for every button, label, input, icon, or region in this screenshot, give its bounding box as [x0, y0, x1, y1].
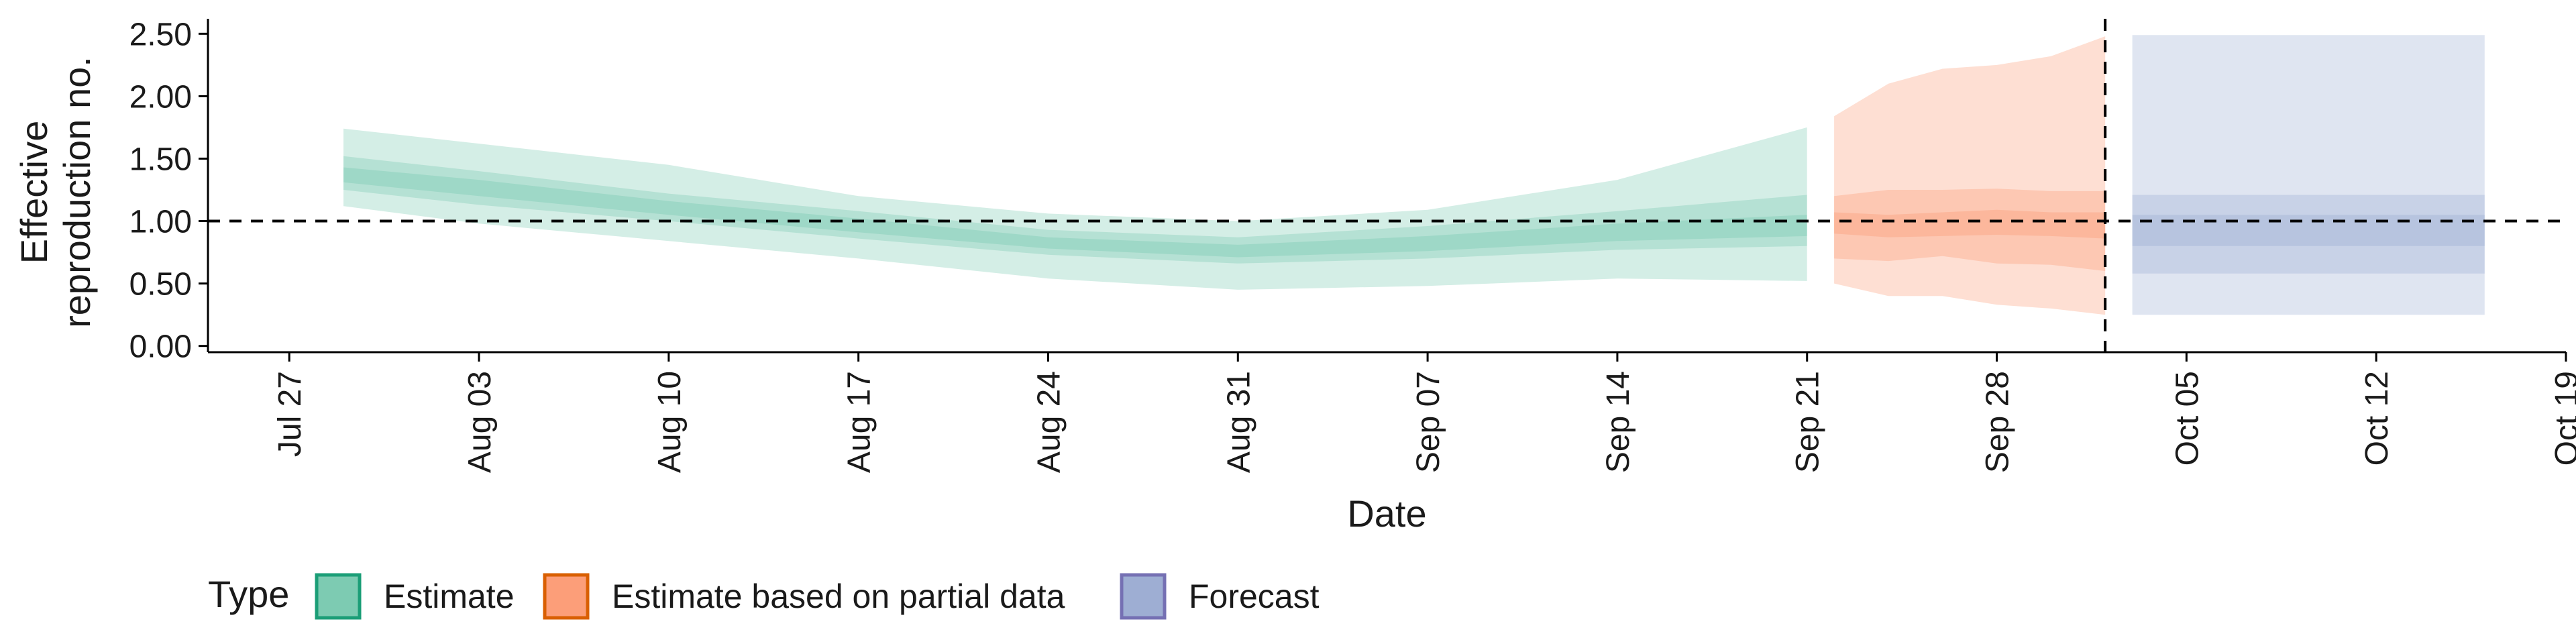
series-1-band-90	[343, 127, 1807, 290]
x-tick-label: Aug 10	[652, 371, 688, 473]
series-1-band-20	[343, 167, 1807, 258]
legend-title: Type	[208, 573, 289, 615]
y-axis-title-line-1: Effective	[13, 121, 55, 264]
y-tick-label: 1.00	[129, 205, 192, 240]
x-tick-label: Sep 28	[1980, 371, 2016, 473]
x-tick-label: Oct 12	[2359, 371, 2395, 466]
x-tick-label: Aug 17	[842, 371, 877, 473]
series-2-ribbons	[1834, 36, 2106, 315]
y-tick-label: 0.50	[129, 267, 192, 303]
legend-label-2: Estimate based on partial data	[612, 578, 1065, 615]
series-1-band-50	[343, 156, 1807, 264]
x-tick-label: Sep 07	[1411, 371, 1446, 473]
axes-layer: 0.00 0.50 1.00 1.50 2.00 2.50 Jul 27 Aug 03 Aug …	[129, 17, 2576, 473]
series-2-band-20	[1834, 209, 2106, 239]
series-2-band-50	[1834, 189, 2106, 271]
x-tick-label: Aug 31	[1221, 371, 1256, 473]
y-tick-label: 2.50	[129, 17, 192, 52]
x-axis-title: Date	[1347, 492, 1426, 535]
series-3-band-20	[2132, 215, 2485, 246]
legend-key-1	[315, 573, 362, 620]
ribbon-layer	[343, 35, 2485, 315]
series-1-ribbons	[343, 127, 1807, 290]
x-tick-label: Aug 24	[1032, 371, 1067, 473]
series-3-band-50	[2132, 195, 2485, 274]
y-tick-label: 0.00	[129, 329, 192, 365]
x-tick-label: Sep 14	[1601, 371, 1636, 473]
y-tick-label: 1.50	[129, 142, 192, 177]
legend-key-3	[1120, 573, 1167, 620]
y-axis-title-line-2: reproduction no.	[56, 56, 98, 328]
series-2-band-90	[1834, 36, 2106, 315]
legend-label-1: Estimate	[384, 578, 515, 615]
series-3-band-90	[2132, 35, 2485, 315]
legend-key-2	[543, 573, 590, 620]
x-tick-label: Oct 05	[2169, 371, 2205, 466]
reference-lines	[208, 19, 2566, 352]
y-axis-title: Effective reproduction no.	[13, 56, 98, 328]
x-tick-label: Aug 03	[462, 371, 498, 473]
y-tick-label: 2.00	[129, 79, 192, 115]
x-tick-label: Jul 27	[272, 371, 308, 457]
x-tick-label: Sep 21	[1790, 371, 1826, 473]
x-tick-label: Oct 19	[2549, 371, 2576, 466]
legend: Type Estimate Estimate based on partial da…	[208, 573, 1320, 620]
legend-label-3: Forecast	[1189, 578, 1320, 615]
series-3-ribbons	[2132, 35, 2485, 315]
